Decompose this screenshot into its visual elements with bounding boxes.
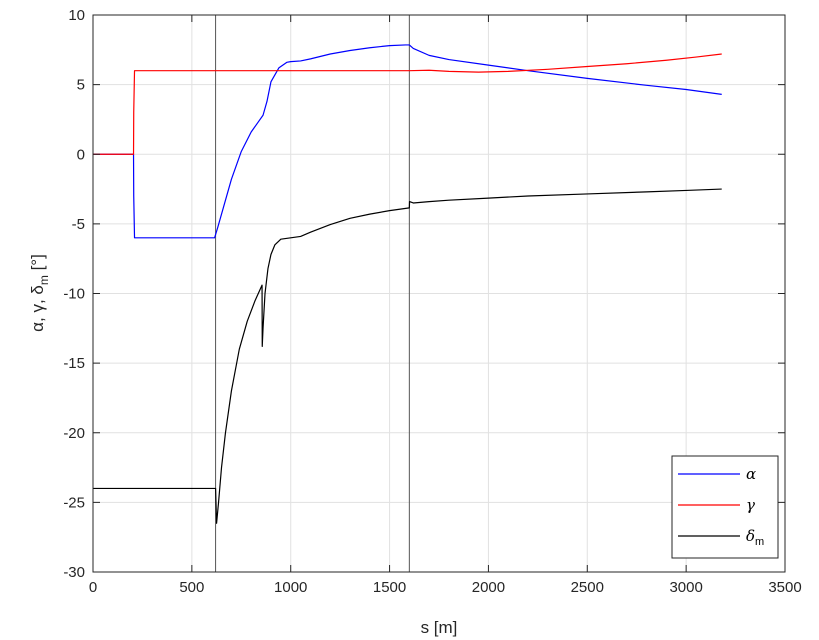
y-tick-label: 0 — [77, 146, 85, 163]
legend-label-sub: m — [755, 536, 764, 548]
x-tick-labels: 0 500 1000 1500 2000 2500 3000 3500 — [89, 579, 802, 596]
y-tick-label: -30 — [63, 564, 85, 581]
x-tick-label: 500 — [179, 579, 204, 596]
x-tick-label: 1000 — [274, 579, 307, 596]
series-group — [93, 44, 722, 524]
y-axis-label-main: α, γ, δ — [28, 285, 47, 332]
series-line-1 — [93, 44, 722, 239]
y-tick-label: -10 — [63, 286, 85, 303]
y-tick-label: 10 — [68, 7, 85, 24]
x-tick-label: 3000 — [669, 579, 702, 596]
legend-label-main: γ — [746, 496, 755, 514]
series-line-2 — [93, 53, 722, 155]
y-tick-label: -5 — [72, 216, 85, 233]
legend-box — [671, 455, 779, 559]
y-tick-label: -20 — [63, 425, 85, 442]
y-tick-labels: -30 -25 -20 -15 -10 -5 0 5 10 — [63, 7, 85, 581]
x-tick-label: 1500 — [373, 579, 406, 596]
y-axis-label: α, γ, δm [°] — [28, 254, 51, 332]
legend-label-main: α — [746, 465, 756, 483]
y-axis-label-unit: [°] — [28, 254, 47, 275]
y-tick-label: -15 — [63, 355, 85, 372]
legend-label-1: α — [746, 465, 756, 483]
y-tick-label: 5 — [77, 77, 85, 94]
x-tick-label: 3500 — [768, 579, 801, 596]
y-tick-label: -25 — [63, 494, 85, 511]
x-tick-label: 2000 — [472, 579, 505, 596]
x-tick-label: 0 — [89, 579, 97, 596]
x-axis-label: s [m] — [421, 618, 458, 637]
x-tick-label: 2500 — [571, 579, 604, 596]
legend-label-main: δ — [746, 527, 755, 545]
legend-label-3: δm — [746, 527, 764, 548]
ticks — [92, 14, 786, 573]
y-axis-label-sub: m — [37, 275, 51, 285]
legend-label-2: γ — [746, 496, 755, 514]
series-line-3 — [93, 188, 722, 524]
vertical-markers — [215, 15, 410, 572]
